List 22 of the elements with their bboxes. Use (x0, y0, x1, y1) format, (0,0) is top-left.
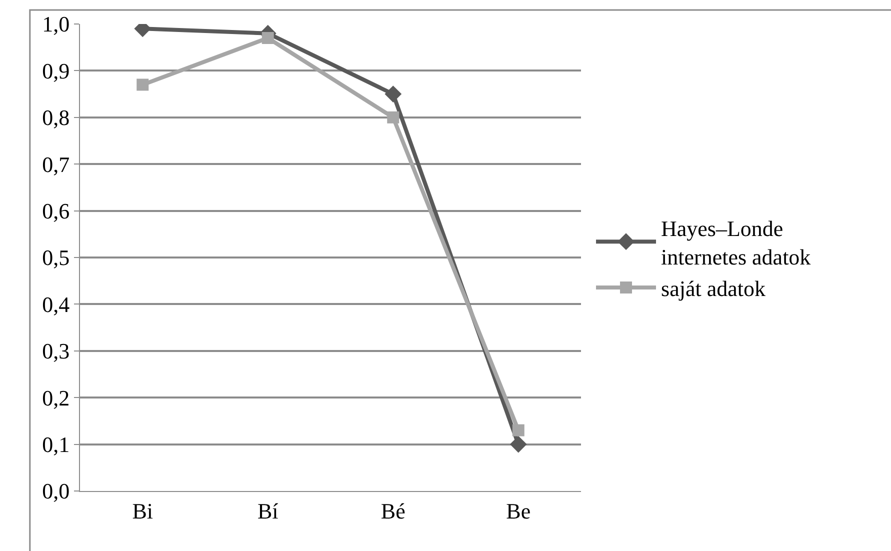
legend-label: saját adatok (661, 276, 766, 302)
point (510, 436, 527, 453)
point (262, 32, 274, 44)
point (136, 78, 149, 91)
y-tick-label: 0,6 (42, 198, 70, 224)
point (384, 86, 402, 102)
y-tick-label: 0,4 (42, 292, 70, 317)
point (512, 424, 524, 436)
x-tick-label: Bí (257, 498, 278, 524)
y-tick-label: 0,8 (42, 105, 70, 130)
y-tick-label: 0,9 (42, 58, 70, 84)
point (387, 111, 400, 124)
y-tick-label: 0,5 (42, 245, 70, 270)
y-tick-label: 0,0 (42, 478, 70, 504)
x-tick-label: Bi (132, 498, 154, 524)
y-tick-label: 0,1 (42, 432, 70, 457)
y-tick-label: 0,7 (42, 152, 70, 177)
x-tick-label: Be (506, 498, 531, 524)
y-tick-label: 0,2 (42, 385, 70, 410)
x-tick-label: Bé (380, 498, 406, 524)
y-tick-label: 0,3 (42, 338, 70, 364)
y-tick-label: 1,0 (42, 12, 70, 37)
